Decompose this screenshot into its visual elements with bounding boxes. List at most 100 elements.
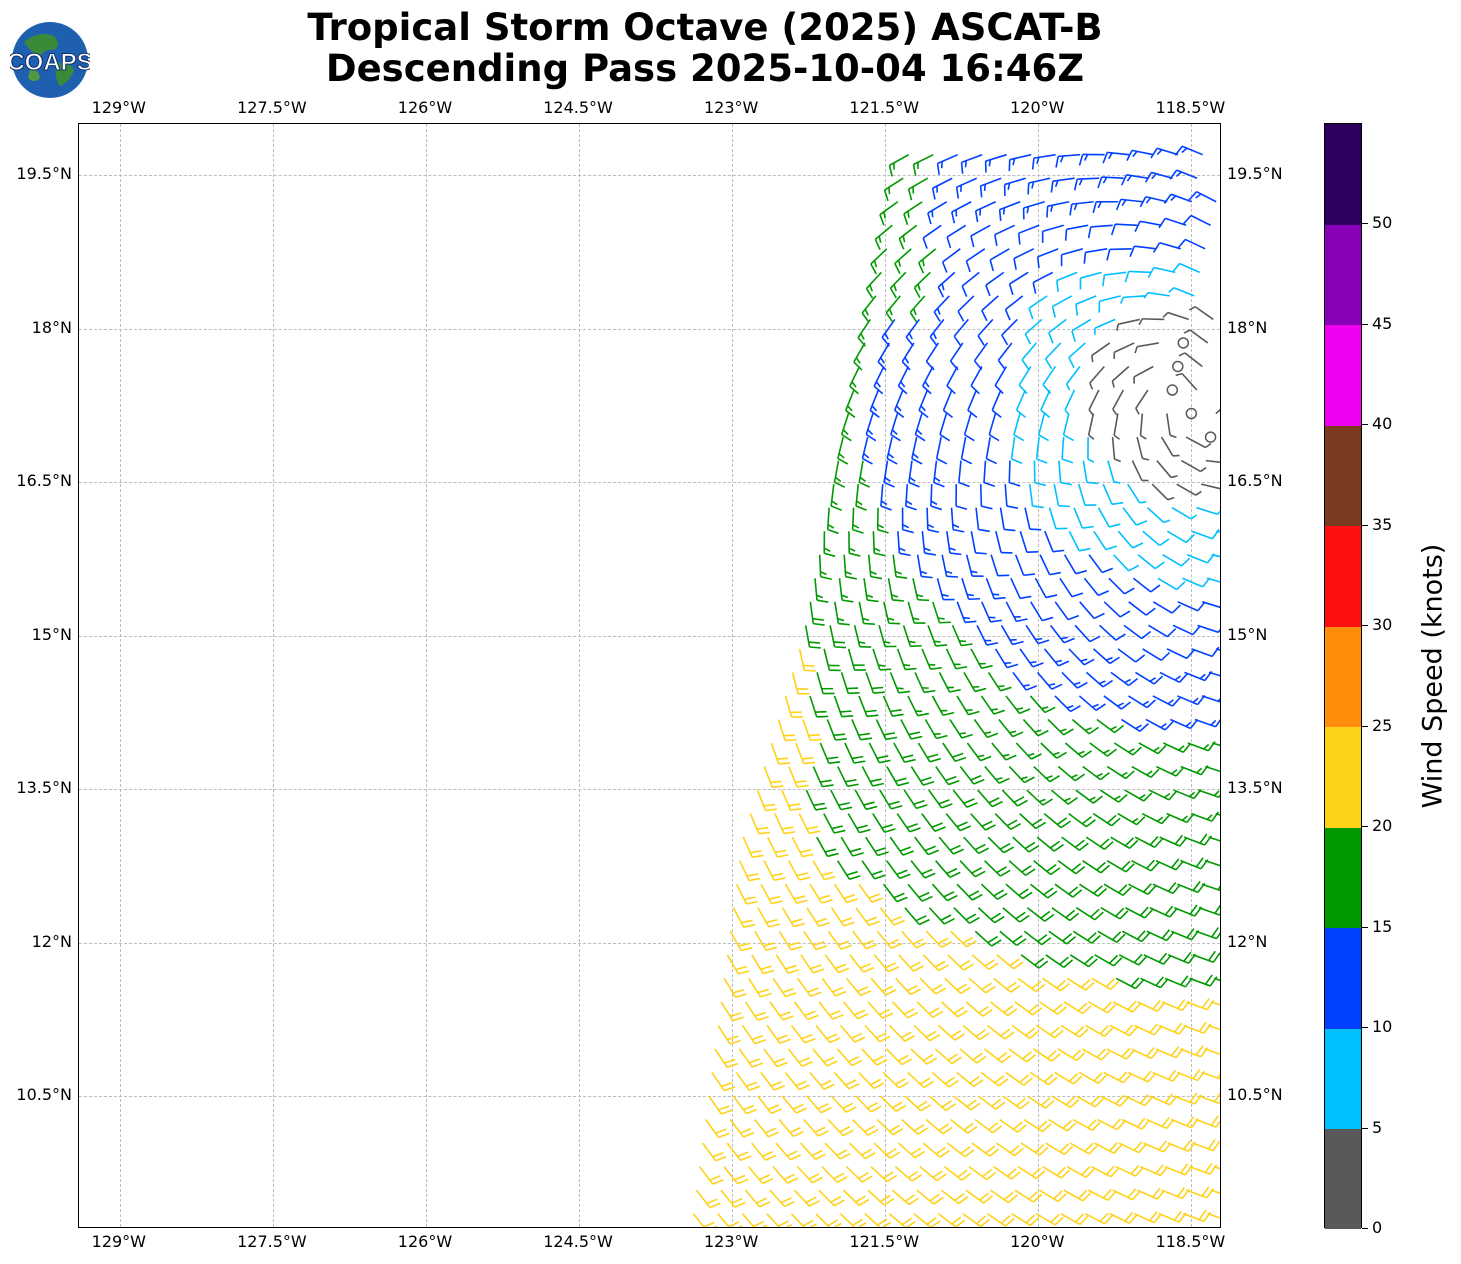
wind-barb [1008, 271, 1029, 296]
wind-barb [754, 1119, 780, 1138]
wind-barb [1002, 907, 1030, 923]
wind-barb [1054, 883, 1083, 898]
wind-barb [931, 883, 958, 902]
wind-barb [767, 836, 789, 858]
wind-barb [894, 1165, 922, 1182]
wind-barb [926, 507, 940, 534]
wind-barb [1004, 484, 1019, 510]
wind-barb [1061, 671, 1088, 689]
wind-barb [1118, 953, 1148, 966]
wind-barb [1019, 648, 1044, 668]
wind-barb [833, 460, 846, 488]
wind-barb [997, 342, 1013, 370]
wind-barb [1106, 859, 1135, 873]
gridline-lat [79, 942, 1220, 944]
wind-barb [932, 601, 951, 624]
wind-barb [1079, 883, 1107, 897]
gridline-lon [119, 124, 121, 1227]
wind-barb [778, 930, 803, 951]
wind-barb [781, 1095, 807, 1114]
wind-barb [1200, 483, 1220, 490]
gridline-lat [79, 328, 1220, 330]
wind-barb [960, 153, 983, 174]
wind-barb [873, 366, 885, 395]
wind-barb [1054, 1071, 1083, 1085]
wind-barb [757, 907, 781, 928]
wind-barb [1162, 311, 1190, 321]
colorbar-tick-label: 5 [1372, 1117, 1383, 1137]
wind-barb [1117, 530, 1144, 549]
wind-barb [781, 789, 803, 812]
wind-barb [855, 484, 867, 511]
wind-barb [1210, 1189, 1220, 1195]
lon-tick-label-bottom: 120°W [1010, 1232, 1065, 1251]
wind-barb [787, 860, 811, 881]
wind-barb [931, 1071, 959, 1088]
wind-barb [873, 954, 900, 973]
wind-barb [1103, 695, 1132, 710]
wind-barb [1185, 436, 1212, 449]
wind-barb [1112, 1000, 1141, 1013]
wind-barb [1023, 930, 1052, 946]
wind-barb [959, 1048, 987, 1064]
wind-barb [1041, 1165, 1071, 1179]
wind-barb [974, 1118, 1003, 1134]
wind-barb [942, 742, 967, 763]
wind-barb [929, 318, 945, 347]
colorbar-tick-label: 25 [1372, 715, 1393, 735]
wind-barb [876, 930, 903, 950]
wind-barb [1170, 1116, 1199, 1129]
wind-barb [922, 954, 949, 972]
wind-barb [883, 601, 901, 625]
wind-barb [1113, 342, 1135, 359]
colorbar-tick-label: 30 [1372, 615, 1393, 635]
wind-barb [1022, 718, 1049, 737]
lon-tick-label-bottom: 124.5°W [543, 1232, 613, 1251]
wind-barb [886, 436, 898, 465]
wind-barb [973, 719, 999, 739]
wind-barb [907, 1071, 935, 1089]
wind-barb [1025, 624, 1050, 645]
wind-barb [698, 1166, 724, 1185]
wind-barb [1005, 1071, 1034, 1086]
wind-barb [1026, 1095, 1055, 1109]
wind-barb [916, 554, 933, 579]
wind-barb [858, 601, 875, 626]
wind-barb [1020, 1142, 1049, 1156]
wind-barb [912, 153, 934, 176]
wind-barb [946, 531, 962, 556]
wind-barb [818, 1001, 844, 1020]
wind-barb [851, 507, 864, 534]
wind-barb [714, 1048, 739, 1069]
wind-barb [833, 695, 854, 718]
gridline-lat [79, 635, 1220, 637]
map-panel[interactable] [78, 123, 1221, 1228]
wind-barb [1204, 859, 1220, 867]
wind-barb [1013, 248, 1035, 270]
wind-barb [840, 836, 864, 857]
wind-barb [936, 153, 959, 175]
wind-barb [922, 366, 934, 395]
wind-barb [1162, 554, 1191, 567]
wind-barb [879, 789, 903, 810]
wind-barb [1063, 1189, 1092, 1202]
wind-barb [1164, 975, 1194, 988]
wind-barb [1032, 271, 1054, 294]
wind-barb [819, 742, 841, 765]
wind-barb [878, 625, 897, 648]
wind-barb [1195, 1115, 1220, 1128]
wind-barb [970, 366, 983, 395]
wind-barb [708, 1095, 733, 1115]
wind-barb [1155, 1046, 1184, 1059]
wind-barb [849, 366, 861, 395]
wind-barb [1099, 789, 1128, 803]
wind-barb [1061, 836, 1089, 851]
wind-barb [1093, 318, 1116, 335]
colorbar-segment [1325, 1028, 1361, 1130]
wind-barb [888, 1213, 916, 1227]
wind-barb [1197, 789, 1220, 799]
wind-barb [1147, 266, 1176, 278]
wind-barb [1064, 224, 1089, 241]
wind-barb [1190, 811, 1220, 822]
wind-barb [793, 1189, 820, 1207]
